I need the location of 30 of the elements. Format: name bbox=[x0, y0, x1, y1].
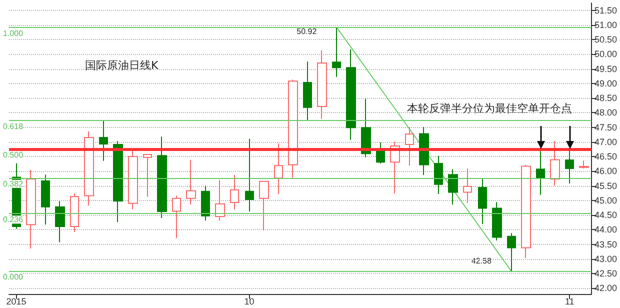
y-tick-label: 50.50 bbox=[594, 34, 618, 45]
y-tick-label: 48.50 bbox=[594, 93, 618, 104]
annotation: 1.000 bbox=[3, 28, 24, 38]
annotation: 0.618 bbox=[3, 122, 24, 132]
y-tick-label: 42.00 bbox=[594, 283, 618, 294]
y-tick-label: 43.50 bbox=[594, 239, 618, 250]
x-tick-label: 11 bbox=[564, 296, 574, 306]
y-tick-label: 47.00 bbox=[594, 136, 618, 147]
annotation: 0.500 bbox=[3, 150, 24, 160]
y-tick-label: 45.50 bbox=[594, 180, 618, 191]
annotation: 0.236 bbox=[3, 215, 24, 224]
y-tick-label: 49.50 bbox=[594, 64, 618, 74]
y-tick-label: 44.50 bbox=[594, 210, 618, 220]
x-tick-label: 2015 bbox=[6, 296, 26, 306]
y-tick-label: 43.00 bbox=[594, 254, 618, 264]
annotation: 0.382 bbox=[3, 179, 24, 188]
annotation: 0.000 bbox=[3, 272, 24, 282]
x-tick-label: 10 bbox=[244, 296, 254, 306]
y-tick-label: 48.00 bbox=[594, 108, 618, 118]
y-tick-label: 44.00 bbox=[594, 224, 618, 235]
y-tick-label: 50.00 bbox=[594, 49, 618, 60]
y-tick-label: 46.00 bbox=[594, 166, 618, 176]
y-tick-label: 47.50 bbox=[594, 122, 618, 132]
y-tick-label: 51.50 bbox=[594, 5, 618, 16]
y-tick-label: 49.00 bbox=[594, 78, 618, 88]
y-tick-label: 45.00 bbox=[594, 195, 618, 206]
y-tick-label: 42.50 bbox=[594, 268, 618, 279]
annotation: 50.92 bbox=[296, 26, 318, 36]
y-tick-label: 51.00 bbox=[594, 20, 618, 30]
y-tick-label: 46.50 bbox=[594, 152, 618, 162]
